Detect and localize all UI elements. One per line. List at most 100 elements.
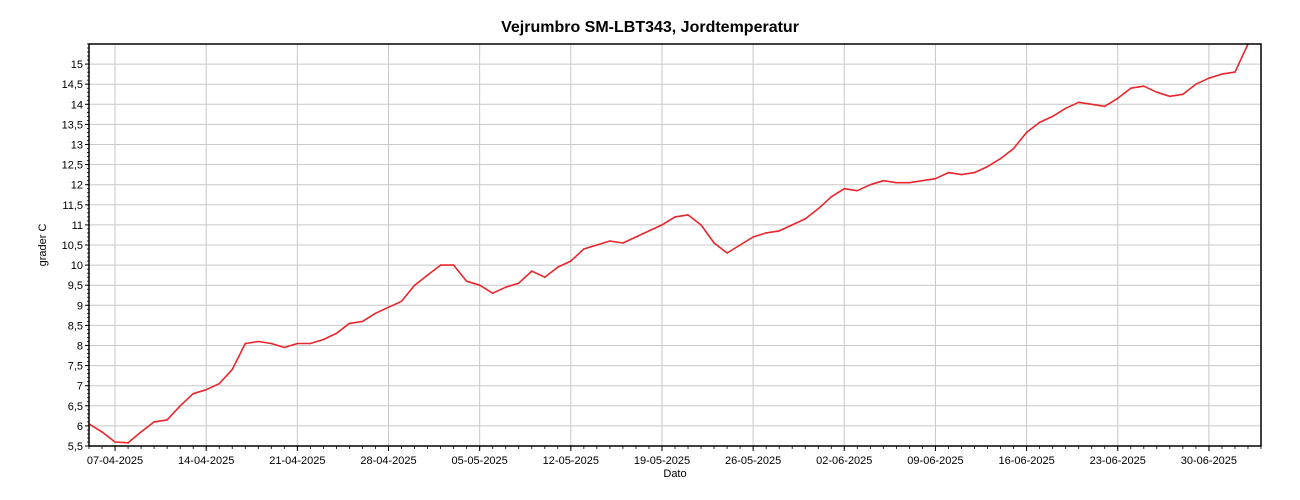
data-point (205, 388, 207, 391)
x-tick-label: 05-05-2025 (452, 455, 508, 467)
data-point (895, 181, 898, 184)
grid-layer (89, 44, 1261, 447)
y-tick-label: 5,5 (68, 441, 83, 453)
y-tick-label: 12 (71, 180, 83, 192)
data-point (413, 284, 416, 287)
data-point (609, 240, 611, 242)
data-point (140, 431, 142, 433)
data-point (179, 405, 181, 407)
x-tick-label: 23-06-2025 (1090, 455, 1146, 467)
data-point (517, 282, 520, 285)
data-point (1143, 85, 1145, 87)
data-point (1064, 107, 1067, 110)
data-point (635, 236, 637, 238)
y-tick-label: 13 (71, 140, 83, 152)
data-point (1169, 95, 1171, 98)
data-point (257, 340, 260, 343)
y-tick-label: 8 (77, 341, 83, 353)
data-point (335, 332, 338, 335)
data-point (947, 171, 950, 174)
y-tick-label: 9,5 (68, 280, 83, 292)
data-point (218, 382, 220, 385)
data-point (960, 173, 963, 176)
data-point (596, 244, 598, 246)
data-point (1025, 131, 1028, 134)
data-point (192, 392, 194, 395)
data-point (856, 189, 859, 192)
data-point (869, 183, 872, 186)
data-point (1208, 77, 1210, 79)
y-tick-label: 11 (72, 220, 83, 232)
data-point (622, 242, 624, 244)
data-point (1103, 105, 1106, 108)
y-tick-label: 15 (71, 59, 83, 71)
data-point (361, 320, 364, 323)
data-point (570, 260, 572, 262)
y-tick-label: 6 (77, 421, 83, 433)
data-point (648, 230, 650, 232)
data-point (400, 300, 403, 303)
data-point (973, 171, 976, 174)
data-point (270, 342, 273, 345)
data-point (804, 218, 806, 220)
data-point (478, 284, 481, 287)
data-point (1234, 71, 1236, 73)
y-tick-label: 9 (77, 300, 83, 312)
data-point (465, 280, 468, 283)
series-line (88, 43, 1249, 444)
data-point (830, 196, 833, 198)
y-tick-label: 11,5 (62, 200, 83, 212)
data-point (166, 419, 168, 421)
data-point (1130, 87, 1132, 89)
data-point (557, 266, 559, 268)
data-point (114, 441, 116, 443)
data-point (1012, 147, 1015, 150)
data-point (1182, 93, 1184, 96)
data-point (791, 224, 793, 226)
data-point (1038, 121, 1041, 124)
data-point (1090, 103, 1093, 106)
data-point (231, 368, 233, 371)
data-point (531, 270, 533, 272)
data-point (1117, 97, 1119, 100)
data-point (1077, 101, 1080, 104)
x-axis-label: Dato (663, 468, 686, 480)
data-point (244, 342, 247, 345)
data-point (283, 346, 286, 349)
y-tick-label: 10 (71, 260, 83, 272)
data-point (101, 431, 103, 433)
data-point (1195, 83, 1197, 85)
y-tick-label: 14,5 (62, 79, 83, 91)
data-point (583, 248, 585, 250)
y-tick-label: 14 (71, 99, 83, 111)
data-point (700, 224, 702, 226)
data-point (999, 157, 1002, 160)
data-point (765, 232, 767, 234)
data-point (322, 338, 325, 341)
y-tick-label: 12,5 (62, 160, 83, 172)
y-tick-label: 6,5 (68, 401, 83, 413)
x-tick-label: 21-04-2025 (269, 455, 325, 467)
x-tick-label: 12-05-2025 (543, 455, 599, 467)
data-point (687, 214, 689, 216)
data-point (309, 342, 312, 345)
tick-layer: 5,5 6 6,5 7 7,5 8 8,5 9 9,5 10 10,5 11 11,5 12 12,5 13 1… (62, 43, 1262, 467)
data-point (153, 421, 155, 423)
x-tick-label: 02-06-2025 (816, 455, 872, 467)
y-tick-label: 13,5 (62, 119, 83, 131)
data-point (1156, 91, 1158, 93)
y-axis-label: grader C (37, 224, 49, 267)
data-point (921, 179, 924, 182)
data-point (817, 208, 819, 210)
data-point (986, 165, 989, 168)
series-layer (88, 43, 1249, 444)
x-tick-label: 19-05-2025 (634, 455, 690, 467)
x-tick-label: 14-04-2025 (178, 455, 234, 467)
data-point (726, 252, 728, 254)
x-tick-label: 26-05-2025 (725, 455, 781, 467)
y-tick-label: 7,5 (68, 361, 83, 373)
data-point (908, 181, 911, 184)
data-point (348, 322, 351, 325)
